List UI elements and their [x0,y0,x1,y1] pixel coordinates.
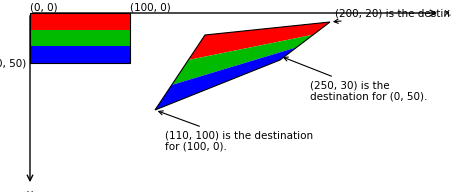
Polygon shape [155,47,297,110]
Text: (250, 30) is the
destination for (0, 50).: (250, 30) is the destination for (0, 50)… [284,57,428,102]
Bar [30,30,130,46]
Text: (0, 0): (0, 0) [30,2,58,12]
Bar [30,13,130,30]
Text: (100, 0): (100, 0) [130,2,171,12]
Text: (200, 20) is the destination for (0, 0).: (200, 20) is the destination for (0, 0). [334,8,451,23]
Bar [30,13,130,63]
Text: (0, 50): (0, 50) [0,58,26,68]
Polygon shape [189,22,330,60]
Text: y: y [27,189,33,192]
Text: (110, 100) is the destination
for (100, 0).: (110, 100) is the destination for (100, … [159,111,313,152]
Text: x: x [444,8,450,18]
Polygon shape [172,35,313,85]
Bar [30,46,130,63]
